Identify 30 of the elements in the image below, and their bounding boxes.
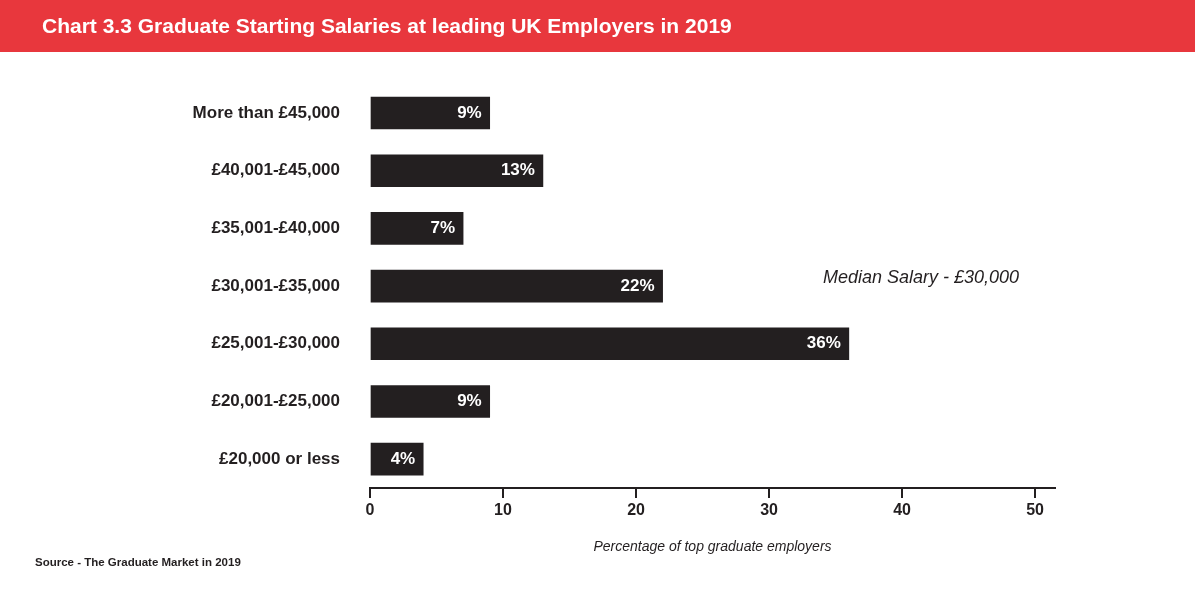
y-tick-label: More than £45,000	[192, 102, 340, 122]
y-tick-label: £35,001-£40,000	[211, 218, 340, 238]
chart-title: Chart 3.3 Graduate Starting Salaries at leading UK Employers in 2019	[0, 0, 1195, 52]
annotation: Median Salary - £30,000	[823, 267, 1020, 288]
bar	[370, 154, 544, 188]
data-label: 13%	[500, 160, 535, 180]
y-tick-label: £30,001-£35,000	[211, 275, 340, 295]
y-tick-label: £20,001-£25,000	[211, 391, 340, 411]
y-tick-label: £40,001-£45,000	[211, 160, 340, 180]
bar	[370, 327, 850, 361]
bar	[370, 269, 663, 303]
x-axis-title: Percentage of top graduate employers	[593, 538, 832, 555]
data-label: 9%	[457, 391, 482, 411]
data-label: 7%	[430, 218, 456, 238]
x-tick-label: 30	[760, 501, 779, 519]
bar	[370, 385, 491, 418]
y-tick-label: £20,000 or less	[219, 448, 340, 468]
data-label: 36%	[806, 333, 841, 353]
y-tick-label: £25,001-£30,000	[211, 333, 340, 353]
data-label: 22%	[620, 275, 655, 295]
x-tick-label: 40	[893, 501, 912, 519]
bar	[370, 96, 491, 130]
x-tick-label: 10	[494, 501, 513, 519]
data-label: 4%	[390, 448, 416, 468]
bar	[370, 212, 464, 245]
x-tick-label: 20	[627, 501, 646, 519]
data-label: 9%	[457, 102, 482, 122]
x-tick-label: 0	[365, 501, 375, 519]
x-tick-label: 50	[1026, 501, 1045, 519]
source-note: Source - The Graduate Market in 2019	[35, 556, 241, 568]
